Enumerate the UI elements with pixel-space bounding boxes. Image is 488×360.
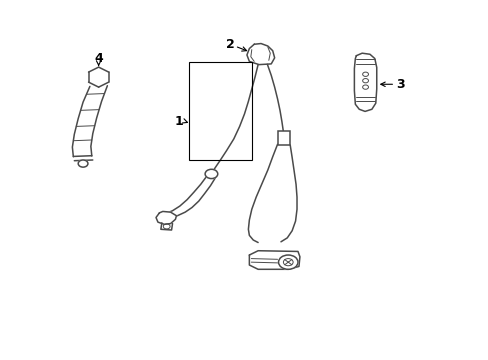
Circle shape	[362, 85, 368, 89]
Text: 1: 1	[174, 114, 183, 127]
Circle shape	[362, 78, 368, 83]
Circle shape	[362, 72, 368, 76]
Polygon shape	[246, 44, 274, 64]
Circle shape	[278, 255, 297, 269]
Text: 3: 3	[395, 78, 404, 91]
Polygon shape	[156, 211, 176, 224]
Text: 2: 2	[225, 39, 234, 51]
Polygon shape	[249, 251, 299, 269]
Circle shape	[204, 169, 217, 179]
Bar	[277, 131, 289, 145]
Polygon shape	[88, 67, 108, 87]
Circle shape	[78, 160, 88, 167]
Bar	[188, 62, 251, 160]
Polygon shape	[354, 53, 376, 111]
Text: 4: 4	[94, 52, 103, 65]
